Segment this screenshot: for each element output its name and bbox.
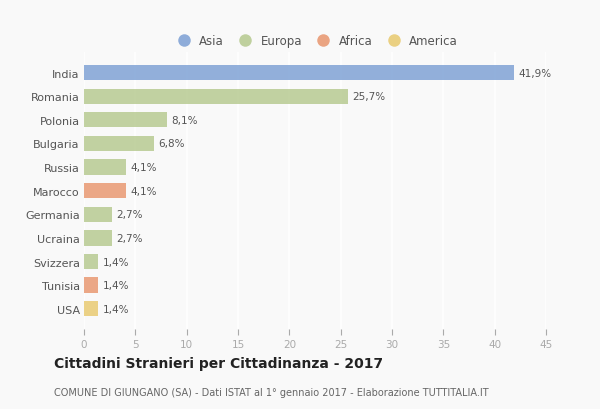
Text: 4,1%: 4,1% (130, 163, 157, 173)
Text: 2,7%: 2,7% (116, 210, 142, 220)
Bar (84, 184, 126, 199)
Bar (84, 207, 112, 222)
Text: 8,1%: 8,1% (171, 115, 198, 126)
Text: 41,9%: 41,9% (518, 68, 551, 79)
Text: 2,7%: 2,7% (116, 234, 142, 243)
Bar (84, 160, 126, 175)
Bar (84, 66, 514, 81)
Bar (84, 89, 348, 105)
Bar (84, 278, 98, 293)
Bar (84, 231, 112, 246)
Bar (84, 113, 167, 128)
Text: 1,4%: 1,4% (103, 257, 129, 267)
Bar (84, 301, 98, 317)
Bar (84, 137, 154, 152)
Legend: Asia, Europa, Africa, America: Asia, Europa, Africa, America (169, 31, 461, 52)
Text: 1,4%: 1,4% (103, 304, 129, 314)
Bar (84, 254, 98, 270)
Text: 6,8%: 6,8% (158, 139, 184, 149)
Text: 4,1%: 4,1% (130, 186, 157, 196)
Text: 1,4%: 1,4% (103, 281, 129, 290)
Text: Cittadini Stranieri per Cittadinanza - 2017: Cittadini Stranieri per Cittadinanza - 2… (54, 356, 383, 370)
Text: COMUNE DI GIUNGANO (SA) - Dati ISTAT al 1° gennaio 2017 - Elaborazione TUTTITALI: COMUNE DI GIUNGANO (SA) - Dati ISTAT al … (54, 387, 488, 397)
Text: 25,7%: 25,7% (352, 92, 385, 102)
